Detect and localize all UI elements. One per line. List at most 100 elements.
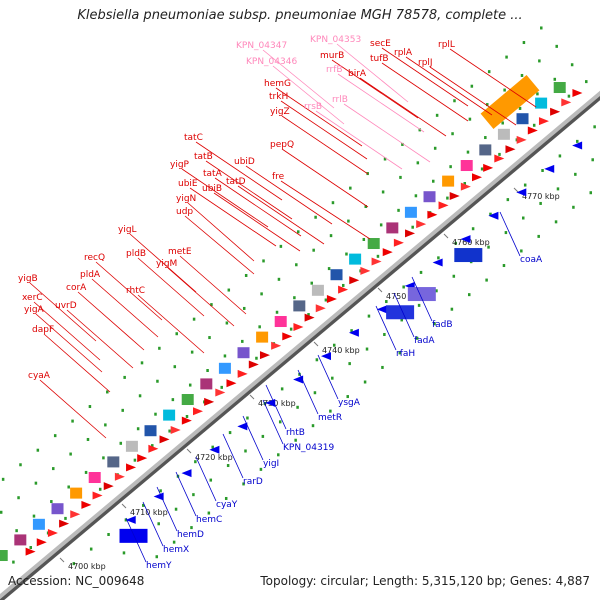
grid-dot	[467, 293, 471, 297]
forward-gene-arrow	[282, 332, 293, 341]
grid-dot	[432, 179, 435, 183]
callout-line	[181, 168, 269, 228]
grid-dot	[12, 560, 15, 564]
grid-dot	[468, 117, 472, 121]
forward-gene-arrow	[47, 528, 58, 537]
gene-label-xerc: xerC	[22, 293, 43, 303]
gene-label-bira: birA	[348, 69, 367, 79]
forward-gene-arrow	[460, 182, 471, 191]
forward-gene-arrow	[393, 238, 404, 247]
reverse-gene-arrow	[293, 375, 304, 384]
grid-dot	[349, 186, 352, 190]
grid-dot	[119, 441, 123, 445]
category-block	[330, 269, 343, 281]
gene-label-kpn_04347: KPN_04347	[236, 41, 287, 51]
grid-dot	[242, 482, 245, 486]
gene-label-kpn_04353: KPN_04353	[310, 35, 361, 45]
grid-dot	[463, 182, 467, 186]
reverse-gene-arrow	[265, 398, 276, 407]
grid-dot	[365, 347, 369, 351]
grid-dot	[171, 398, 175, 402]
grid-dot	[106, 390, 109, 394]
grid-dot	[572, 205, 575, 209]
grid-dot	[554, 220, 558, 224]
grid-dot	[64, 516, 67, 520]
grid-dot	[88, 405, 92, 409]
grid-dot	[71, 419, 74, 423]
tick-mark	[186, 448, 192, 454]
grid-dot	[589, 191, 593, 195]
grid-dot	[502, 264, 506, 268]
grid-dot	[207, 511, 211, 515]
grid-dot	[327, 267, 331, 271]
grid-dot	[98, 487, 102, 491]
grid-dot	[220, 385, 223, 389]
tick-label: 4760 kbp	[452, 238, 490, 247]
gene-label-yigi: yigI	[263, 459, 279, 469]
category-block	[460, 160, 473, 172]
reverse-gene-arrow	[432, 258, 443, 267]
grid-dot	[329, 409, 332, 413]
gene-label-yign: yigN	[176, 194, 196, 204]
grid-dot	[470, 84, 474, 88]
callout-line	[184, 215, 255, 275]
gene-label-ubid: ubiD	[234, 157, 255, 167]
forward-gene-arrow	[449, 191, 460, 200]
reverse-gene-arrow	[488, 211, 499, 220]
grid-dot	[255, 356, 258, 360]
callout-line	[33, 301, 101, 361]
forward-gene-arrow	[472, 173, 483, 182]
callout-line	[315, 110, 403, 170]
grid-dot	[241, 339, 244, 343]
callout-line	[359, 77, 447, 137]
grid-dot	[487, 245, 490, 249]
callout-line	[331, 59, 419, 119]
category-block	[32, 518, 45, 530]
grid-dot	[522, 216, 525, 220]
grid-dot	[246, 416, 249, 420]
category-block	[423, 191, 436, 203]
tick-label: 4770 kbp	[522, 192, 560, 201]
tick-mark	[59, 557, 65, 563]
grid-dot	[538, 59, 541, 63]
forward-gene-arrow	[170, 425, 181, 434]
reverse-gene-arrow	[321, 352, 332, 361]
grid-dot	[540, 26, 543, 30]
callout-line	[179, 255, 247, 315]
callout-line	[375, 305, 397, 351]
grid-dot	[140, 361, 144, 365]
grid-dot	[363, 380, 367, 384]
grid-dot	[506, 198, 510, 202]
tick-label: 4730 kbp	[258, 399, 296, 408]
tick-mark	[443, 233, 449, 239]
callout-line	[265, 384, 287, 430]
gene-label-tatd: tatD	[226, 177, 246, 187]
grid-dot	[173, 365, 177, 369]
grid-dot	[151, 444, 154, 448]
grid-dot	[437, 256, 440, 260]
grid-dot	[261, 434, 265, 438]
grid-dot	[190, 526, 193, 530]
grid-dot	[471, 227, 475, 231]
grid-dot	[487, 70, 491, 74]
gene-label-yiga: yigA	[24, 305, 45, 315]
grid-dot	[536, 92, 539, 96]
grid-dot	[453, 99, 456, 103]
grid-dot	[585, 80, 588, 84]
gene-callouts: cyaA dapF yigA xerC yigB uvrD corA pldA recQ rhtC…	[18, 35, 543, 571]
map-title: Klebsiella pneumoniae subsp. pneumoniae …	[77, 8, 523, 23]
gene-label-rrfb: rrfB	[326, 65, 343, 75]
grid-dot	[121, 408, 124, 412]
forward-gene-arrow	[59, 519, 70, 528]
forward-gene-arrow	[70, 510, 81, 519]
grid-dot	[133, 458, 137, 462]
category-block	[386, 222, 399, 234]
category-block	[0, 550, 8, 562]
callout-line	[405, 56, 493, 116]
grid-dot	[174, 507, 178, 511]
category-block	[497, 128, 510, 140]
callout-line	[195, 141, 283, 201]
grid-dot	[385, 300, 388, 304]
gene-label-metr: metR	[318, 413, 342, 423]
grid-dot	[485, 278, 488, 282]
